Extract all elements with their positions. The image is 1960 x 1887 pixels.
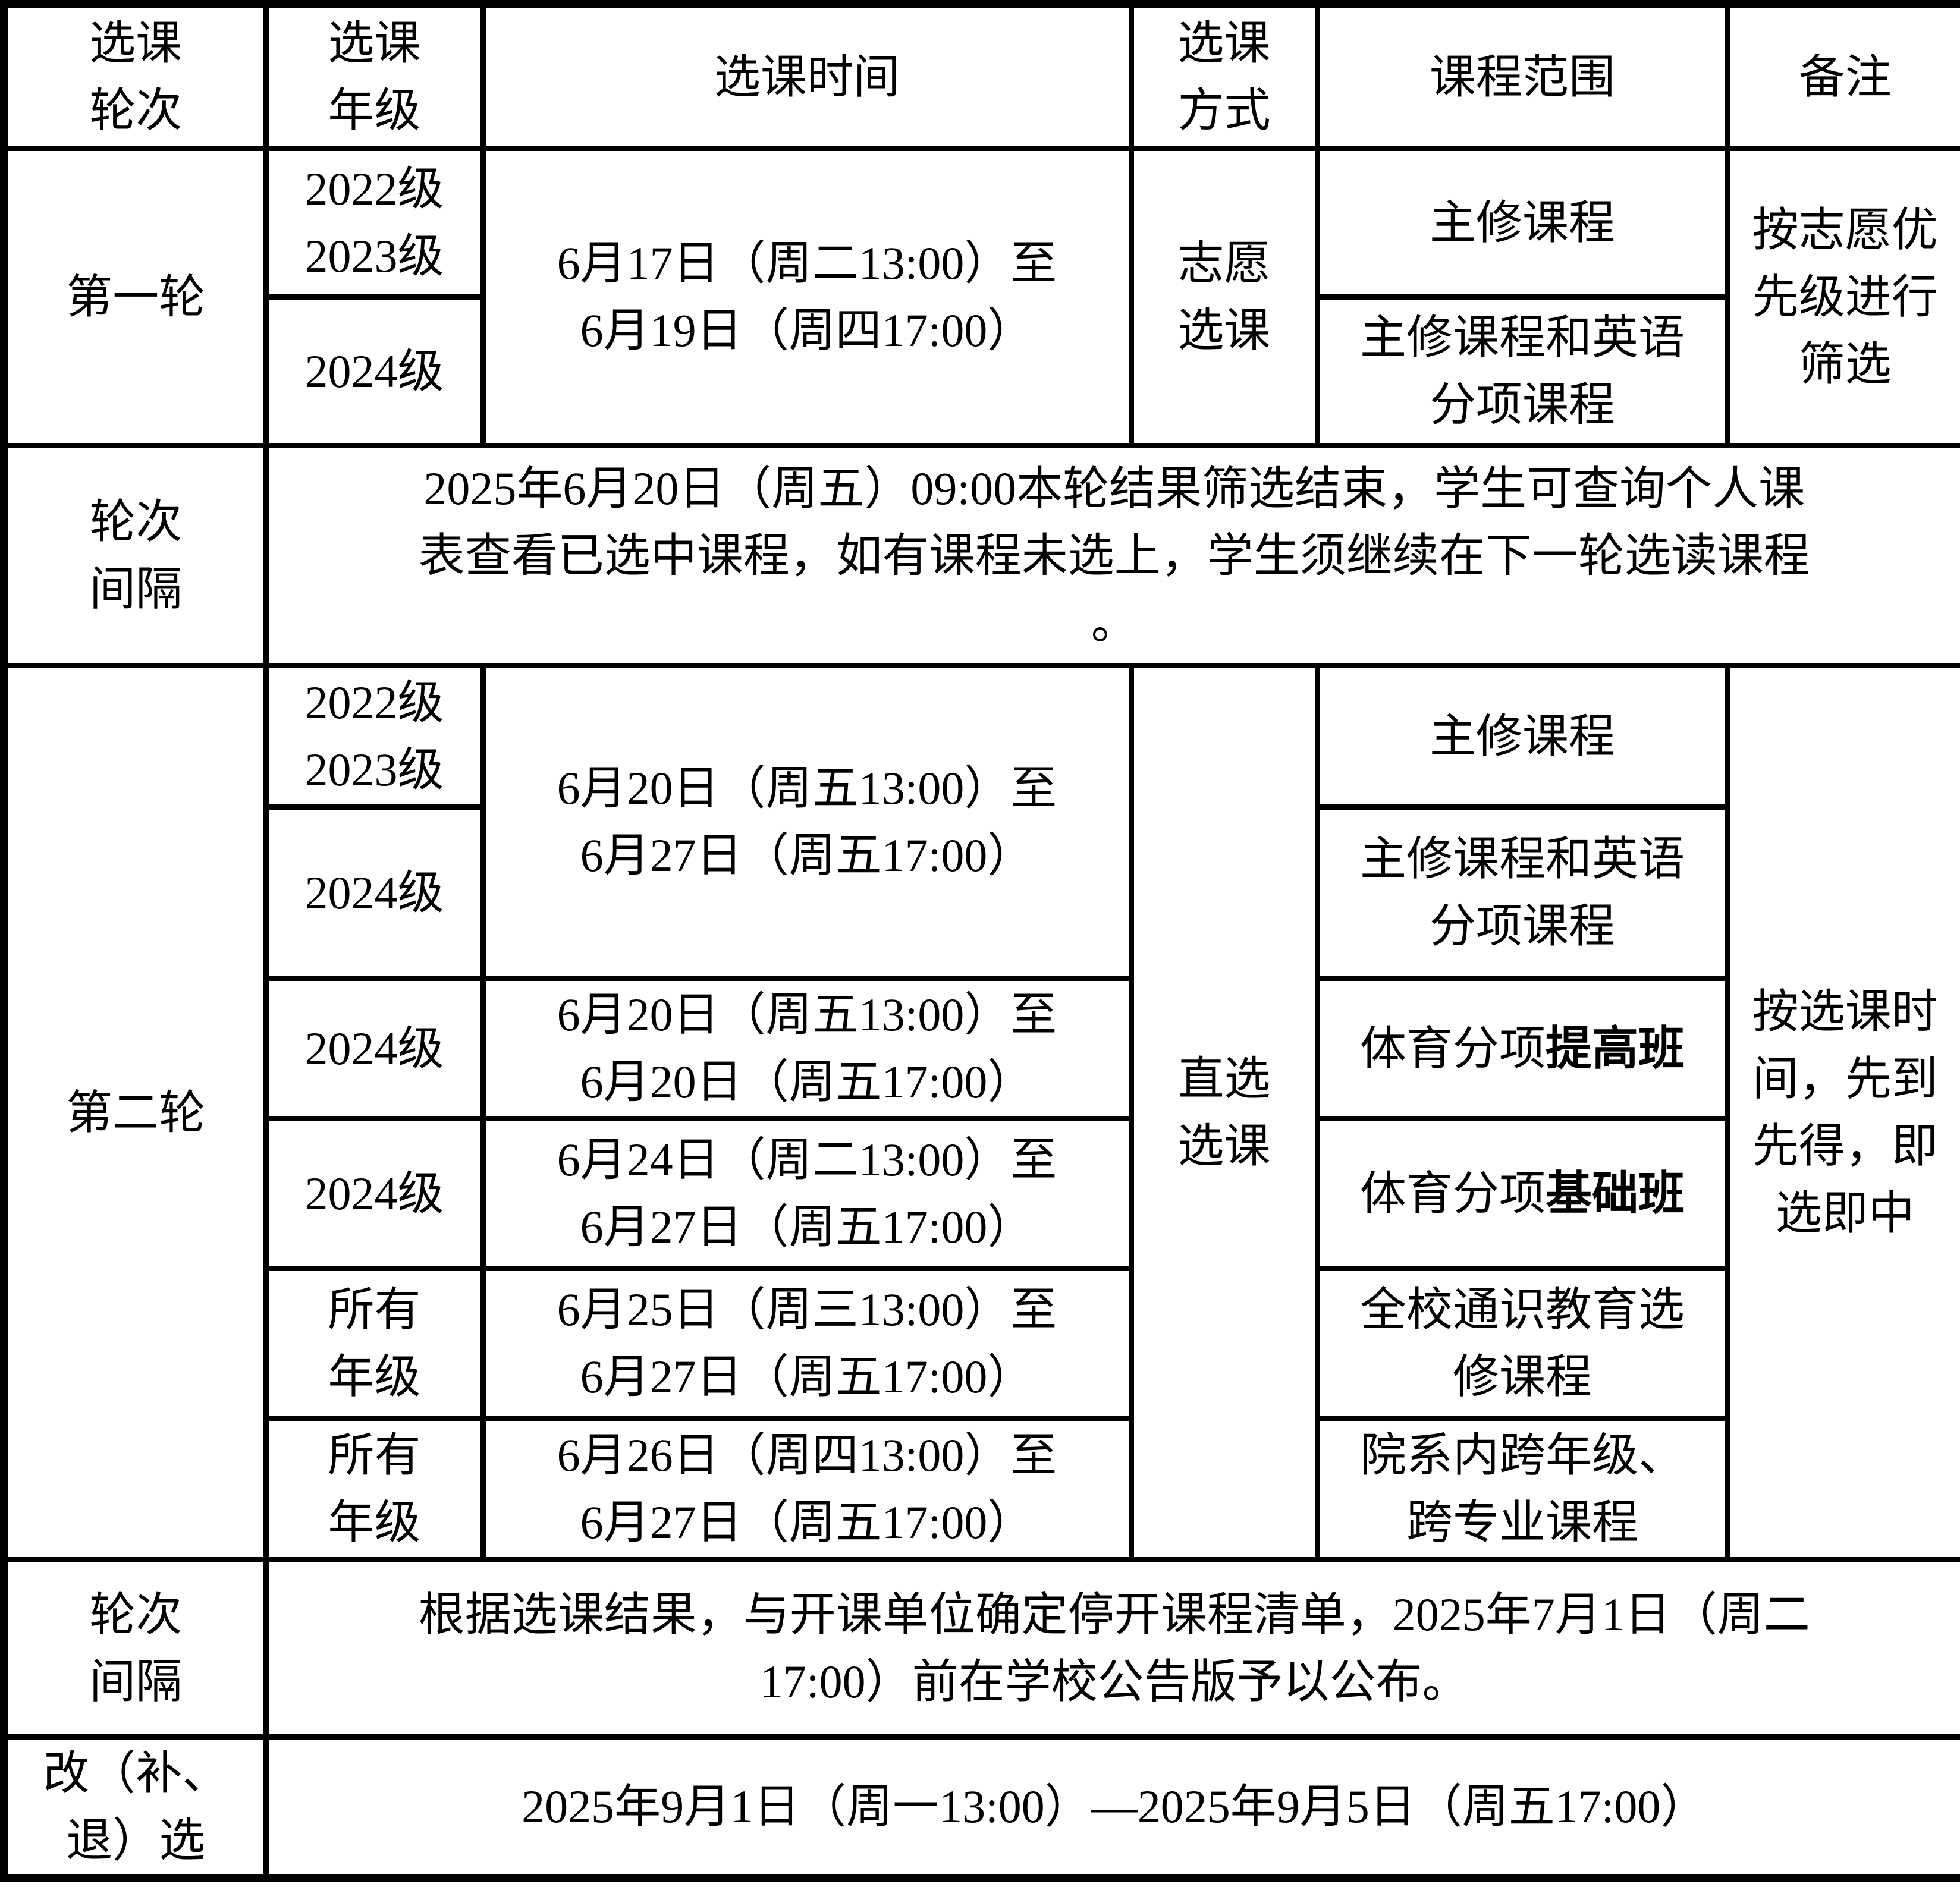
round1-method: 志愿 选课 — [1128, 145, 1320, 448]
adjustment-row: 改（补、 退）选 2025年9月1日（周一13:00）—2025年9月5日（周五… — [1, 1734, 1960, 1880]
header-round: 选课 轮次 — [1, 1, 269, 151]
header-grade: 选课 年级 — [263, 1, 486, 151]
header-remark: 备注 — [1725, 1, 1960, 151]
round2-time-2: 6月20日（周五13:00）至 6月20日（周五17:00） — [480, 975, 1134, 1121]
interval1-label: 轮次 间隔 — [1, 442, 269, 668]
round2-range-pe-advanced: 体育分项提高班 — [1314, 975, 1730, 1121]
round2-time-3: 6月24日（周二13:00）至 6月27日（周五17:00） — [480, 1115, 1134, 1271]
round2-range-general-education: 全校通识教育选 修课程 — [1314, 1265, 1730, 1421]
round2-remark: 按选课时 间，先到 先得，即 选即中 — [1725, 662, 1960, 1562]
interval1-row: 轮次 间隔 2025年6月20日（周五）09:00本轮结果筛选结束，学生可查询个… — [1, 442, 1960, 668]
round2-range-cross-department: 院系内跨年级、 跨专业课程 — [1314, 1415, 1730, 1562]
interval2-row: 轮次 间隔 根据选课结果，与开课单位确定停开课程清单，2025年7月1日（周二 … — [1, 1556, 1960, 1740]
round2-grade-2024-a: 2024级 — [263, 804, 486, 981]
round2-time-1: 6月20日（周五13:00）至 6月27日（周五17:00） — [480, 662, 1134, 981]
round1-row-b: 2024级 主修课程和英语 分项课程 — [4, 294, 1960, 448]
pe-basic-bold: 基础班 — [1546, 1167, 1685, 1219]
header-range: 课程范围 — [1314, 1, 1730, 151]
round2-grade-2024-c: 2024级 — [263, 1115, 486, 1271]
round2-label: 第二轮 — [1, 662, 269, 1562]
round2-range-pe-basic: 体育分项基础班 — [1314, 1115, 1730, 1271]
round1-range-major: 主修课程 — [1314, 145, 1730, 300]
interval2-text: 根据选课结果，与开课单位确定停开课程清单，2025年7月1日（周二 17:00）… — [263, 1556, 1960, 1740]
pe-advanced-prefix: 体育分项 — [1359, 1022, 1546, 1074]
interval1-text: 2025年6月20日（周五）09:00本轮结果筛选结束，学生可查询个人课 表查看… — [263, 442, 1960, 668]
round1-grade-2024: 2024级 — [263, 294, 486, 448]
round2-row-5: 所有 年级 6月25日（周三13:00）至 6月27日（周五17:00） 全校通… — [4, 1265, 1960, 1421]
round1-grade-2022-2023: 2022级 2023级 — [263, 145, 486, 300]
header-time: 选课时间 — [480, 1, 1134, 151]
round2-time-5: 6月26日（周四13:00）至 6月27日（周五17:00） — [480, 1415, 1134, 1562]
round2-method: 直选 选课 — [1128, 662, 1320, 1562]
round2-grade-all-b: 所有 年级 — [263, 1415, 486, 1562]
header-row: 选课 轮次 选课 年级 选课时间 选课 方式 课程范围 备注 — [1, 1, 1960, 151]
interval2-label: 轮次 间隔 — [1, 1556, 269, 1740]
pe-advanced-bold: 提高班 — [1546, 1022, 1685, 1074]
round2-row-6: 所有 年级 6月26日（周四13:00）至 6月27日（周五17:00） 院系内… — [4, 1415, 1960, 1562]
round1-range-major-english: 主修课程和英语 分项课程 — [1314, 294, 1730, 448]
round2-time-4: 6月25日（周三13:00）至 6月27日（周五17:00） — [480, 1265, 1134, 1421]
adjustment-label: 改（补、 退）选 — [1, 1734, 269, 1880]
adjustment-time: 2025年9月1日（周一13:00）—2025年9月5日（周五17:00） — [263, 1734, 1960, 1880]
round1-remark: 按志愿优 先级进行 筛选 — [1725, 145, 1960, 448]
round2-row-3: 2024级 6月20日（周五13:00）至 6月20日（周五17:00） 体育分… — [4, 975, 1960, 1121]
round2-grade-all-a: 所有 年级 — [263, 1265, 486, 1421]
round2-row-1: 第二轮 2022级 2023级 6月20日（周五13:00）至 6月27日（周五… — [1, 662, 1960, 1562]
pe-basic-prefix: 体育分项 — [1359, 1167, 1546, 1219]
round2-grade-2024-b: 2024级 — [263, 975, 486, 1121]
round1-row-a: 第一轮 2022级 2023级 6月17日（周二13:00）至 6月19日（周四… — [1, 145, 1960, 448]
round1-time: 6月17日（周二13:00）至 6月19日（周四17:00） — [480, 145, 1134, 448]
round2-row-4: 2024级 6月24日（周二13:00）至 6月27日（周五17:00） 体育分… — [4, 1115, 1960, 1271]
header-method: 选课 方式 — [1128, 1, 1320, 151]
round2-range-major: 主修课程 — [1314, 662, 1730, 810]
round2-range-major-english: 主修课程和英语 分项课程 — [1314, 804, 1730, 981]
round1-label: 第一轮 — [1, 145, 269, 448]
round2-row-2: 2024级 主修课程和英语 分项课程 — [4, 804, 1960, 981]
round2-grade-2022-2023: 2022级 2023级 — [263, 662, 486, 810]
